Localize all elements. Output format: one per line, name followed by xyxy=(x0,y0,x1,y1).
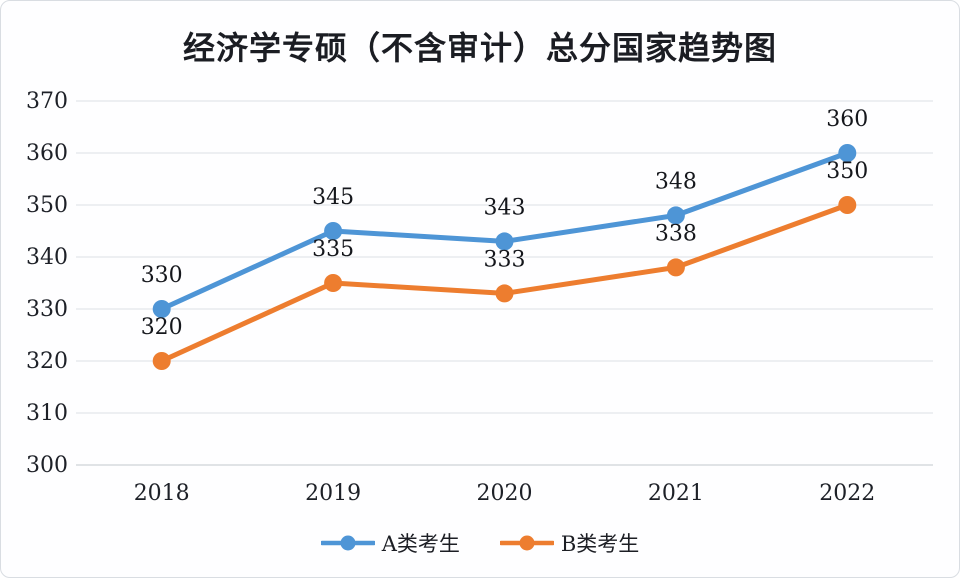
x-tick-label: 2022 xyxy=(819,481,875,506)
data-label: 333 xyxy=(484,247,526,272)
y-tick-label: 300 xyxy=(26,453,68,478)
legend-label: B类考生 xyxy=(560,532,640,556)
data-label: 343 xyxy=(484,195,526,220)
data-point xyxy=(838,196,857,214)
data-point xyxy=(152,300,171,318)
data-label: 330 xyxy=(141,263,183,288)
y-tick-label: 330 xyxy=(26,297,68,322)
y-tick-label: 320 xyxy=(26,349,68,374)
data-point xyxy=(152,352,171,370)
data-label: 320 xyxy=(141,315,183,340)
data-label: 338 xyxy=(655,221,697,246)
x-tick-label: 2020 xyxy=(477,481,533,506)
x-tick-label: 2021 xyxy=(648,481,704,506)
y-tick-label: 370 xyxy=(26,89,68,114)
chart-title: 经济学专硕（不含审计）总分国家趋势图 xyxy=(182,29,777,67)
data-point xyxy=(838,144,857,162)
x-tick-label: 2018 xyxy=(134,481,190,506)
data-label: 360 xyxy=(826,107,868,132)
y-tick-label: 340 xyxy=(26,245,68,270)
data-point xyxy=(495,232,514,251)
data-label: 350 xyxy=(826,159,868,184)
legend-item-0: A类考生 xyxy=(320,528,460,558)
data-label: 335 xyxy=(312,237,354,262)
data-point xyxy=(324,222,343,240)
legend-line-marker-icon xyxy=(320,535,375,551)
data-label: 345 xyxy=(312,185,354,210)
chart-legend: A类考生 B类考生 xyxy=(1,528,959,558)
data-point xyxy=(666,258,685,277)
legend-item-1: B类考生 xyxy=(499,528,640,558)
legend-line-marker-icon xyxy=(499,535,554,551)
x-tick-label: 2019 xyxy=(305,481,361,506)
data-label: 348 xyxy=(655,169,697,194)
y-tick-label: 350 xyxy=(26,193,68,218)
series-line-1 xyxy=(159,202,850,364)
y-tick-label: 310 xyxy=(26,401,68,426)
legend-label: A类考生 xyxy=(381,532,460,556)
y-tick-label: 360 xyxy=(26,141,68,166)
data-point xyxy=(495,284,514,303)
data-point xyxy=(666,206,685,225)
data-point xyxy=(324,274,343,292)
